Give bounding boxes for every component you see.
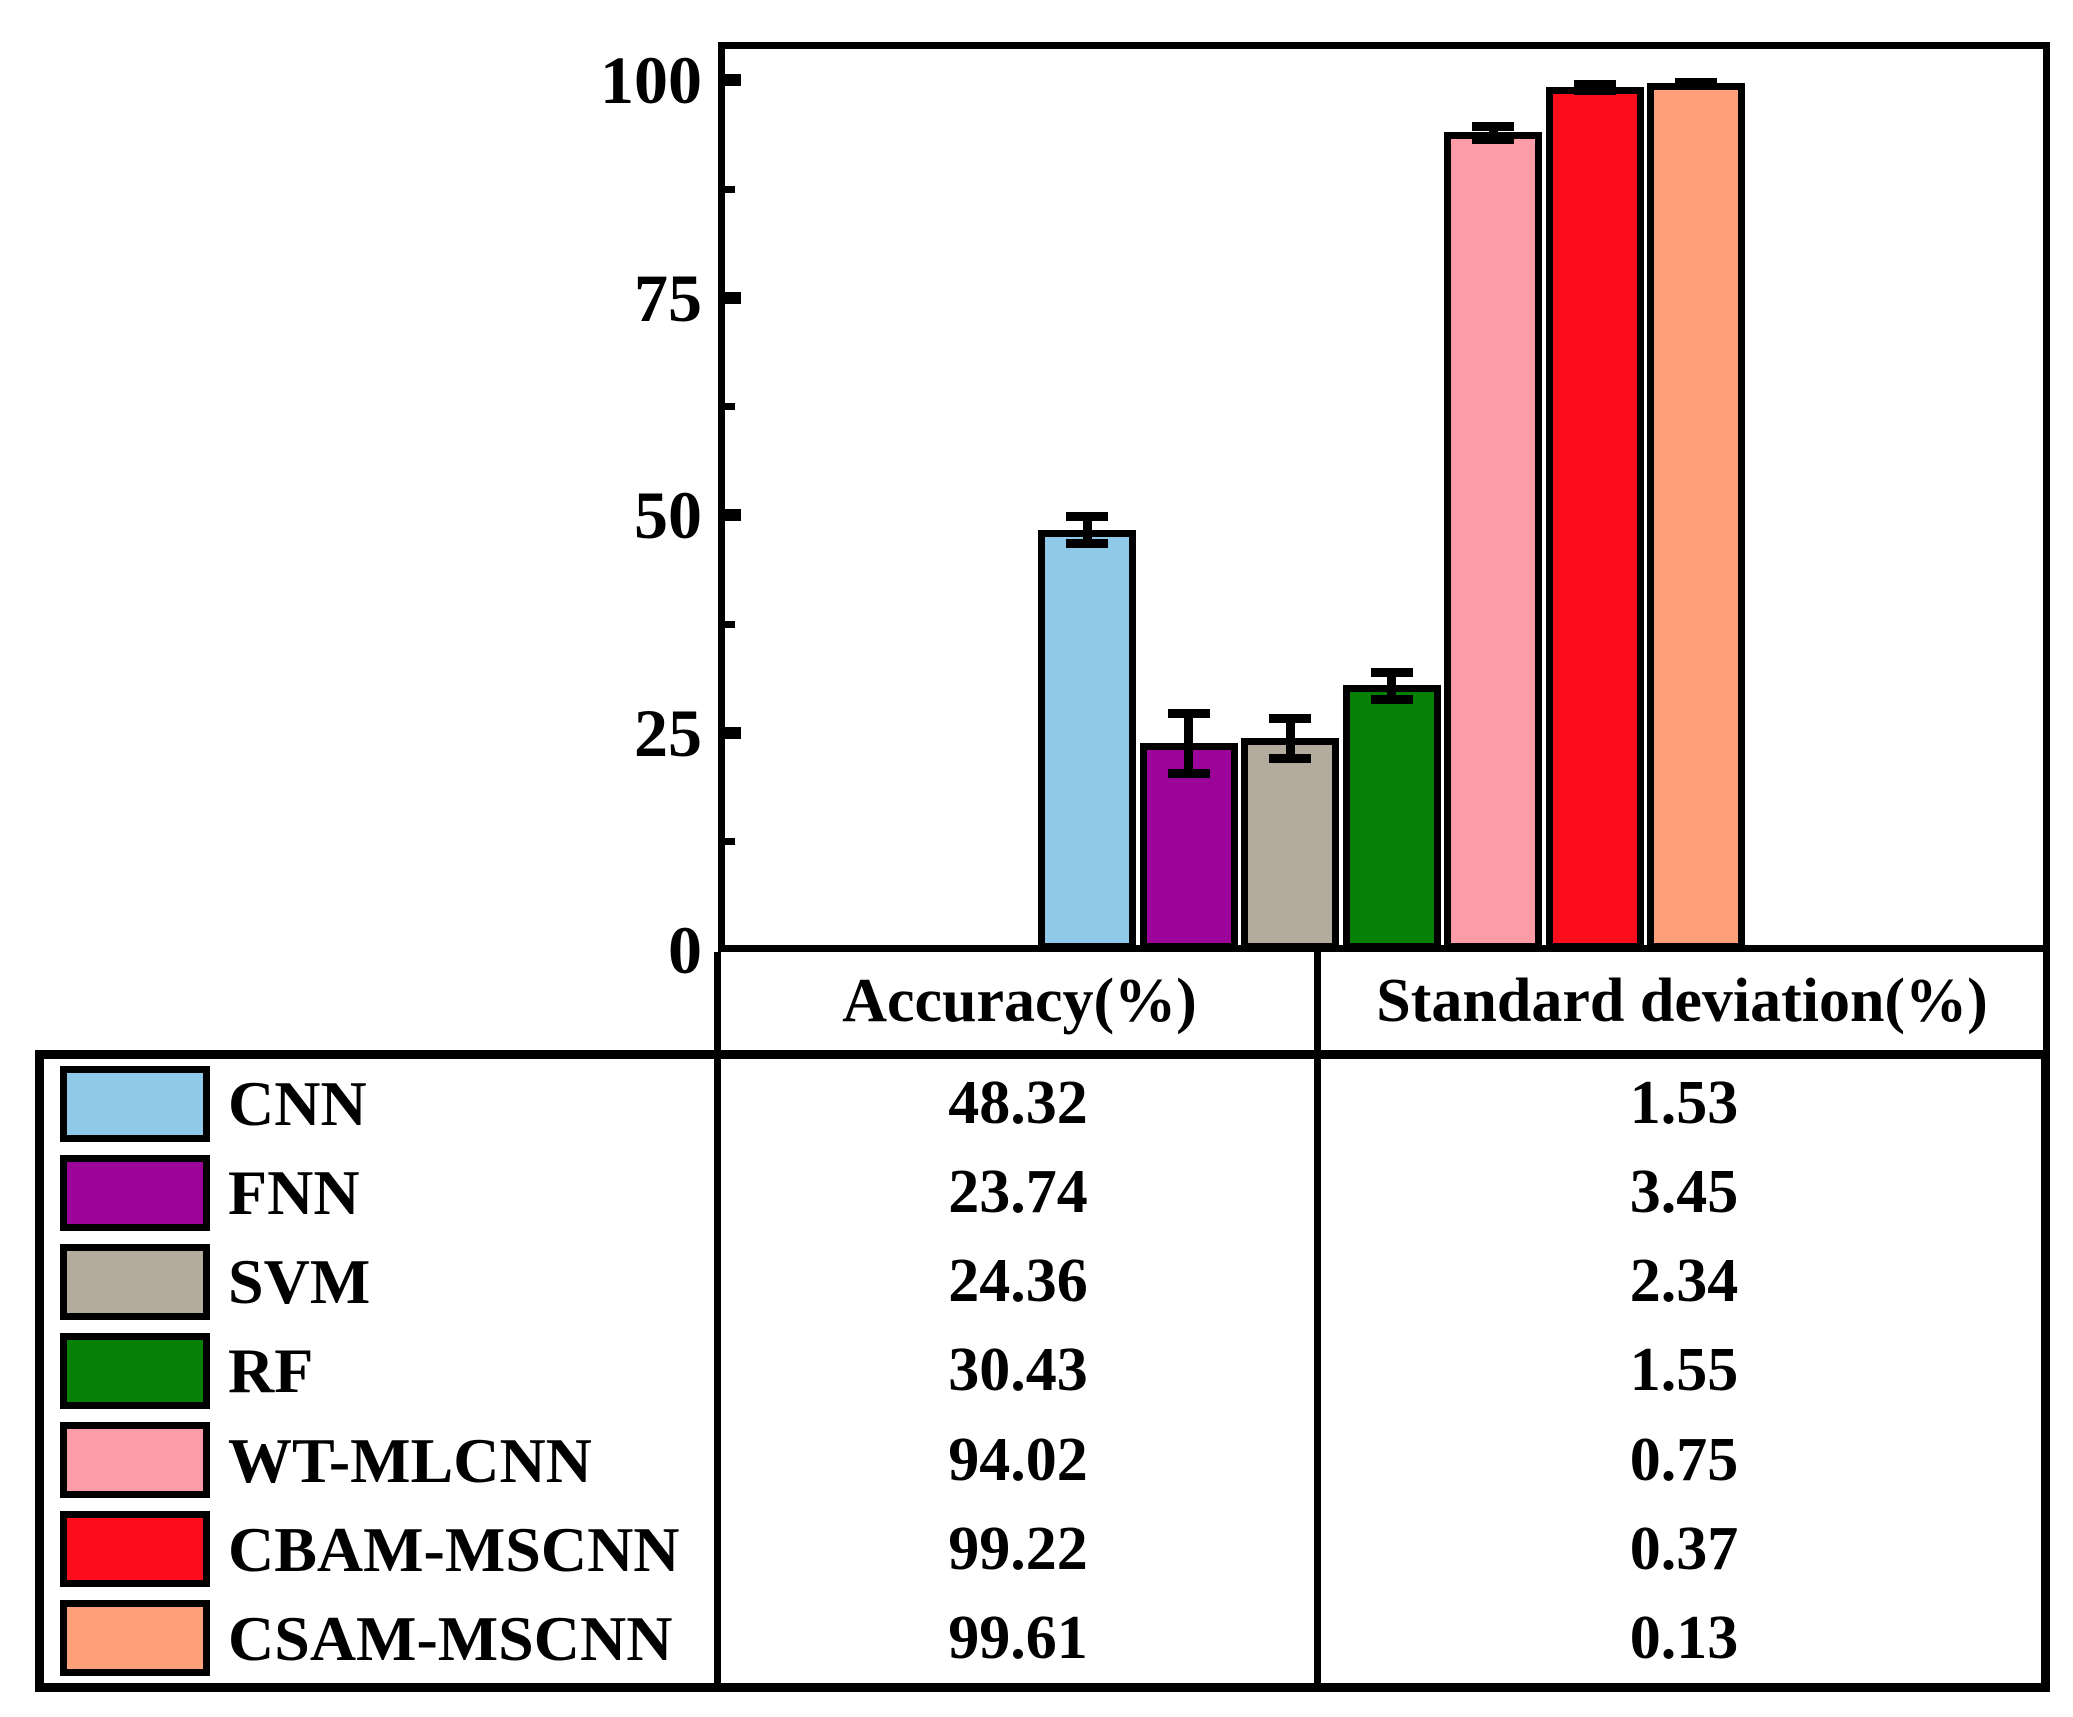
y-axis-tick-label: 0: [668, 912, 702, 988]
legend-swatch-cnn: [60, 1065, 210, 1142]
accuracy-value-csam-mscnn: 99.61: [948, 1603, 1088, 1672]
error-bar-line-wt-mlcnn: [1488, 125, 1498, 139]
error-bar-cap-top-cnn: [1066, 512, 1108, 522]
accuracy-value-cnn: 48.32: [948, 1069, 1088, 1137]
y-axis-minor-tick: [725, 185, 735, 193]
y-axis-tick-label: 50: [634, 477, 702, 553]
y-axis-minor-tick: [725, 620, 735, 628]
bar-wt-mlcnn: [1444, 132, 1542, 950]
legend-label-fnn: FNN: [228, 1157, 360, 1229]
legend-label-csam-mscnn: CSAM-MSCNN: [228, 1602, 673, 1674]
accuracy-value-fnn: 23.74: [948, 1158, 1088, 1227]
std-value-cbam-mscnn: 0.37: [1629, 1514, 1739, 1583]
error-bar-line-svm: [1285, 717, 1295, 759]
y-axis-major-tick: [725, 509, 741, 521]
error-bar-cap-top-fnn: [1167, 709, 1210, 719]
error-bar-line-rf: [1387, 671, 1396, 699]
legend-label-rf: RF: [228, 1335, 314, 1407]
bar-rf: [1342, 685, 1441, 950]
header-left-border: [714, 952, 721, 1050]
legend-label-cbam-mscnn: CBAM-MSCNN: [228, 1513, 680, 1585]
error-bar-cap-top-svm: [1269, 713, 1311, 723]
bar-svm: [1241, 738, 1339, 950]
std-value-rf: 1.55: [1629, 1336, 1739, 1405]
y-axis-major-tick: [725, 291, 741, 304]
accuracy-value-wt-mlcnn: 94.02: [948, 1425, 1088, 1494]
legend-swatch-wt-mlcnn: [60, 1422, 210, 1499]
bar-cnn: [1038, 529, 1136, 950]
accuracy-value-cbam-mscnn: 99.22: [948, 1514, 1088, 1583]
error-bar-cap-bottom-csam-mscnn: [1675, 80, 1717, 90]
legend-swatch-rf: [60, 1333, 210, 1409]
error-bar-cap-bottom-cnn: [1066, 538, 1108, 548]
bar-cbam-mscnn: [1545, 86, 1644, 950]
legend-swatch-fnn: [60, 1154, 210, 1231]
y-axis-major-tick: [725, 74, 741, 86]
legend-swatch-svm: [60, 1243, 210, 1320]
header-column-divider: [1314, 952, 1321, 1050]
std-value-cnn: 1.53: [1629, 1069, 1739, 1137]
error-bar-cap-bottom-svm: [1269, 754, 1311, 764]
legend-swatch-cbam-mscnn: [60, 1511, 210, 1588]
error-bar-cap-top-rf: [1370, 667, 1413, 677]
std-value-wt-mlcnn: 0.75: [1629, 1425, 1739, 1494]
legend-swatch-csam-mscnn: [60, 1600, 210, 1677]
legend-label-wt-mlcnn: WT-MLCNN: [228, 1424, 592, 1496]
error-bar-cap-bottom-rf: [1370, 694, 1413, 704]
error-bar-cap-bottom-cbam-mscnn: [1573, 86, 1616, 95]
bar-csam-mscnn: [1647, 83, 1745, 950]
legend-label-cnn: CNN: [228, 1068, 367, 1139]
error-bar-line-cnn: [1082, 516, 1092, 543]
y-axis-tick-label: 100: [600, 42, 702, 118]
header-right-border: [2043, 952, 2050, 1050]
table-header-std: Standard deviation(%): [1321, 952, 2043, 1050]
table-column-divider: [1314, 1059, 1321, 1683]
y-axis-major-tick: [725, 726, 741, 739]
y-axis-minor-tick: [725, 403, 735, 411]
legend-data-table: [35, 1050, 2050, 1692]
accuracy-value-rf: 30.43: [948, 1336, 1088, 1405]
legend-label-svm: SVM: [228, 1246, 371, 1318]
std-value-svm: 2.34: [1629, 1247, 1739, 1316]
error-bar-line-fnn: [1184, 713, 1193, 774]
y-axis-tick-label: 25: [634, 694, 702, 771]
accuracy-value-svm: 24.36: [948, 1247, 1088, 1316]
error-bar-cap-top-cbam-mscnn: [1573, 79, 1616, 89]
table-header-accuracy: Accuracy(%): [725, 952, 1314, 1050]
std-value-csam-mscnn: 0.13: [1629, 1603, 1739, 1672]
y-axis-tick-label: 75: [634, 259, 702, 336]
std-value-fnn: 3.45: [1629, 1158, 1739, 1227]
error-bar-cap-top-wt-mlcnn: [1472, 121, 1514, 131]
error-bar-cap-bottom-wt-mlcnn: [1472, 134, 1514, 144]
table-legend-divider: [714, 1059, 721, 1683]
y-axis-minor-tick: [725, 838, 735, 846]
error-bar-cap-bottom-fnn: [1167, 769, 1210, 779]
